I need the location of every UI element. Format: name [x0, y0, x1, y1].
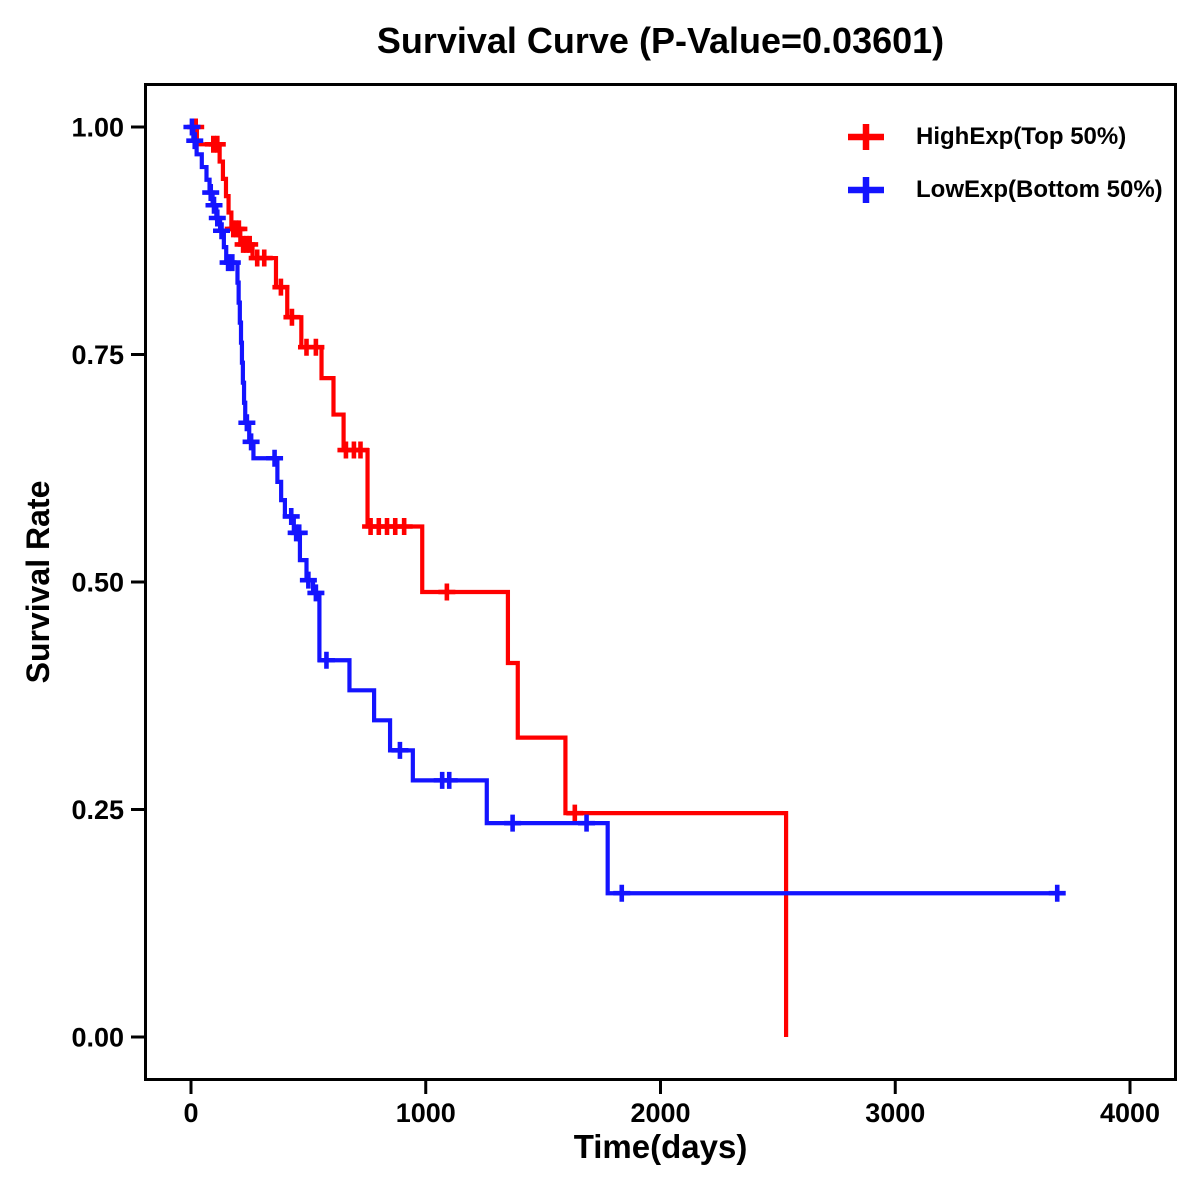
plus-marker-icon: [848, 177, 884, 203]
censor-mark-1: [578, 814, 596, 832]
censor-mark-0: [351, 441, 369, 459]
censor-mark-1: [391, 741, 409, 759]
x-axis-label: Time(days): [573, 1128, 748, 1165]
censor-mark-1: [440, 771, 458, 789]
censor-mark-0: [395, 517, 413, 535]
y-tick-label: 0.75: [71, 340, 124, 370]
censor-mark-0: [255, 249, 273, 267]
censor-mark-0: [241, 235, 259, 253]
y-tick-label: 1.00: [71, 113, 124, 143]
plot-frame: [144, 83, 1177, 1081]
x-tick-label: 0: [183, 1098, 198, 1128]
censor-mark-1: [504, 814, 522, 832]
legend-item-highexp: HighExp(Top 50%): [846, 117, 1163, 157]
censor-mark-1: [213, 222, 231, 240]
chart-title: Survival Curve (P-Value=0.03601): [376, 20, 945, 61]
censor-mark-1: [183, 118, 201, 136]
censor-mark-1: [202, 184, 220, 202]
plus-marker-icon: [848, 124, 884, 150]
legend-label-highexp: HighExp(Top 50%): [916, 123, 1127, 150]
x-tick-label: 1000: [396, 1098, 456, 1128]
censor-mark-0: [438, 583, 456, 601]
y-tick-label: 0.25: [71, 795, 124, 825]
censor-mark-1: [317, 651, 335, 669]
censor-mark-1: [613, 884, 631, 902]
censor-mark-1: [290, 524, 308, 542]
censor-mark-1: [238, 414, 256, 432]
series-line-1: [191, 124, 1064, 896]
censor-mark-1: [186, 132, 204, 150]
censor-mark-1: [223, 254, 241, 272]
censor-mark-1: [282, 507, 300, 525]
censor-mark-0: [566, 804, 584, 822]
censor-mark-1: [208, 209, 226, 227]
x-tick-label: 3000: [865, 1098, 925, 1128]
censor-mark-1: [205, 196, 223, 214]
y-tick-label: 0.50: [71, 568, 124, 598]
censor-mark-0: [307, 338, 325, 356]
censor-mark-1: [1048, 884, 1066, 902]
censor-mark-0: [283, 308, 301, 326]
censor-mark-1: [266, 449, 284, 467]
y-tick-label: 0.00: [71, 1023, 124, 1053]
censor-mark-0: [272, 278, 290, 296]
x-tick-label: 2000: [630, 1098, 690, 1128]
series-line-0: [191, 124, 789, 1037]
censor-mark-1: [242, 433, 260, 451]
censor-mark-1: [307, 584, 325, 602]
legend: HighExp(Top 50%) LowExp(Bottom 50%): [846, 117, 1163, 210]
censor-mark-0: [230, 220, 248, 238]
censor-mark-1: [299, 571, 317, 589]
legend-label-lowexp: LowExp(Bottom 50%): [916, 176, 1163, 203]
x-tick-label: 4000: [1100, 1098, 1160, 1128]
legend-item-lowexp: LowExp(Bottom 50%): [846, 170, 1163, 210]
censor-mark-0: [208, 135, 226, 153]
